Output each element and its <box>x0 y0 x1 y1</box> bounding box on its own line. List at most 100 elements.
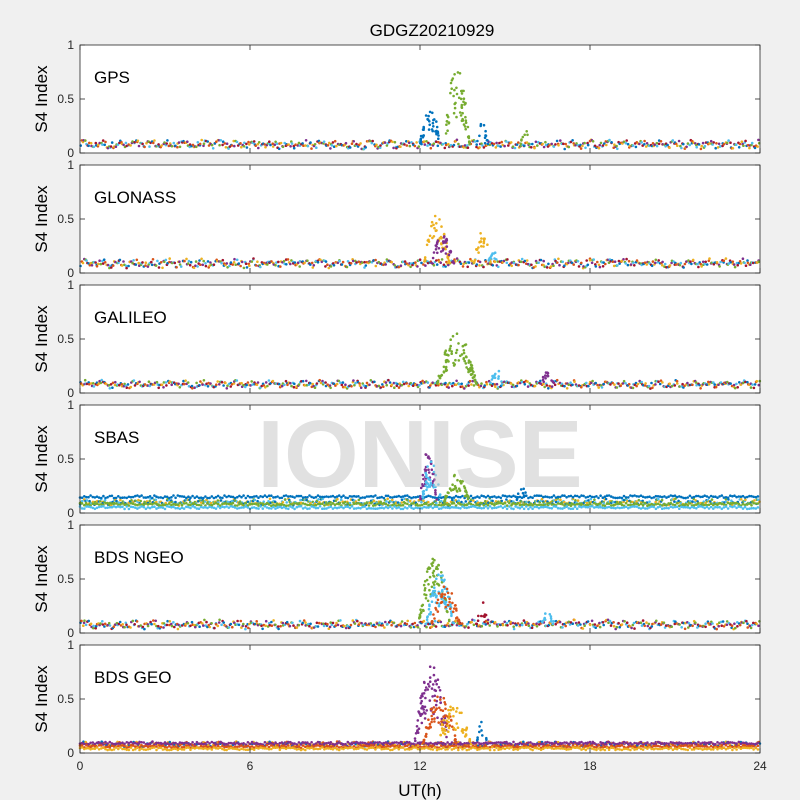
data-point <box>153 505 156 509</box>
data-point <box>591 140 595 143</box>
data-point <box>686 381 689 385</box>
data-point <box>494 385 497 389</box>
data-point <box>694 381 698 384</box>
y-tick-label: 0.5 <box>57 572 74 586</box>
data-point <box>124 141 128 145</box>
data-point <box>599 502 602 505</box>
data-point <box>421 608 425 612</box>
data-point <box>446 383 450 387</box>
data-point <box>715 627 718 631</box>
data-point <box>455 257 459 260</box>
data-point <box>421 603 425 607</box>
data-point <box>443 601 446 605</box>
data-point <box>507 144 510 147</box>
data-point <box>316 625 320 628</box>
data-point <box>736 386 739 389</box>
plot-area <box>80 165 760 273</box>
data-point <box>664 145 667 148</box>
data-point <box>680 146 683 150</box>
data-point <box>632 621 636 625</box>
data-point <box>497 375 501 378</box>
data-point <box>653 143 656 146</box>
data-point <box>213 626 216 630</box>
data-point <box>340 263 344 266</box>
data-point <box>549 265 553 268</box>
data-point <box>446 353 449 357</box>
data-point <box>675 379 679 383</box>
data-point <box>218 143 221 147</box>
data-point <box>349 623 353 627</box>
data-point <box>151 496 154 500</box>
data-point <box>453 102 457 106</box>
data-point <box>202 144 205 148</box>
data-point <box>444 132 448 135</box>
data-point <box>455 115 458 119</box>
data-point <box>554 143 557 146</box>
data-point <box>339 381 342 385</box>
data-point <box>440 600 444 604</box>
data-point <box>562 142 565 146</box>
data-point <box>416 265 419 268</box>
data-point <box>470 368 474 372</box>
data-point <box>479 384 483 388</box>
data-point <box>242 266 246 270</box>
data-point <box>501 623 505 627</box>
data-point <box>303 261 306 265</box>
data-point <box>475 263 479 266</box>
data-point <box>511 383 515 387</box>
data-point <box>117 501 120 504</box>
data-point <box>485 380 488 384</box>
data-point <box>421 134 424 138</box>
data-point <box>292 624 295 627</box>
data-point <box>557 144 560 147</box>
data-point <box>131 505 135 509</box>
data-point <box>606 258 610 262</box>
data-point <box>428 575 432 579</box>
data-point <box>92 385 96 388</box>
data-point <box>571 383 574 387</box>
data-point <box>132 379 136 382</box>
data-point <box>453 363 457 366</box>
data-point <box>261 627 264 631</box>
data-point <box>624 501 628 505</box>
data-point <box>114 502 118 505</box>
data-point <box>340 383 344 387</box>
data-point <box>89 382 93 385</box>
data-point <box>422 126 426 130</box>
data-point <box>738 623 742 627</box>
data-point <box>134 263 138 266</box>
data-point <box>267 500 270 503</box>
data-point <box>675 495 679 499</box>
data-point <box>520 138 523 141</box>
data-point <box>87 619 90 623</box>
data-point <box>428 588 431 592</box>
data-point <box>384 381 388 384</box>
data-point <box>445 245 449 248</box>
data-point <box>661 260 664 264</box>
data-point <box>277 260 280 264</box>
data-point <box>430 621 434 625</box>
data-point <box>102 494 105 498</box>
data-point <box>618 506 621 510</box>
data-point <box>328 384 332 387</box>
data-point <box>477 246 480 249</box>
data-point <box>599 494 602 498</box>
data-point <box>580 261 583 265</box>
data-point <box>235 258 239 262</box>
data-point <box>327 266 331 270</box>
data-point <box>482 241 486 245</box>
data-point <box>458 382 461 386</box>
data-point <box>586 263 590 267</box>
data-point <box>218 506 222 510</box>
data-point <box>280 384 284 388</box>
data-point <box>645 263 648 266</box>
data-point <box>263 143 267 146</box>
data-point <box>512 627 516 631</box>
data-point <box>495 141 498 145</box>
data-point <box>440 373 444 377</box>
data-point <box>166 139 169 142</box>
data-point <box>218 383 221 386</box>
data-point <box>254 264 258 267</box>
